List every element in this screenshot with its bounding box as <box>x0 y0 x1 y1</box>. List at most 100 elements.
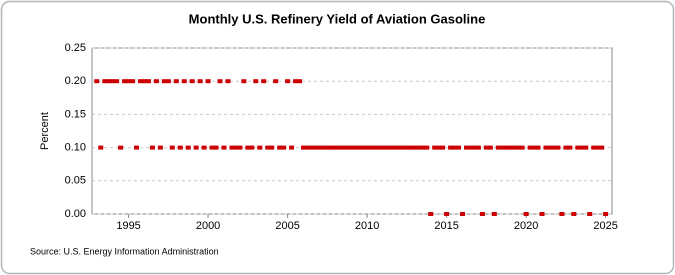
data-point <box>217 79 223 84</box>
data-point <box>460 212 466 216</box>
x-tick-label: 2000 <box>196 220 220 232</box>
data-point <box>567 145 573 150</box>
data-point <box>261 79 267 84</box>
data-point <box>380 145 386 150</box>
data-point <box>94 79 100 84</box>
data-point <box>253 79 259 84</box>
data-point <box>595 145 601 150</box>
y-tick-label: 0.20 <box>65 75 86 87</box>
data-point <box>320 145 326 150</box>
data-point <box>483 145 489 150</box>
data-point <box>396 145 402 150</box>
data-point <box>364 145 370 150</box>
data-point <box>98 145 104 150</box>
data-point <box>432 145 438 150</box>
data-point <box>543 145 549 150</box>
data-point <box>408 145 414 150</box>
data-point <box>169 145 175 150</box>
data-point <box>571 212 577 216</box>
data-point <box>209 145 215 150</box>
data-point <box>201 145 207 150</box>
data-point <box>475 145 481 150</box>
data-point <box>249 145 255 150</box>
data-point <box>106 79 112 84</box>
data-point <box>603 212 609 216</box>
data-point <box>289 145 295 150</box>
data-point <box>535 145 541 150</box>
data-point <box>308 145 314 150</box>
y-tick-label: 0.15 <box>65 108 86 120</box>
data-point <box>122 79 128 84</box>
data-point <box>495 145 501 150</box>
data-point <box>312 145 318 150</box>
data-point <box>332 145 338 150</box>
data-point <box>412 145 418 150</box>
data-point <box>487 145 493 150</box>
data-point <box>300 145 306 150</box>
data-point <box>293 79 299 84</box>
data-point <box>225 79 231 84</box>
data-point <box>153 79 159 84</box>
data-point <box>583 145 589 150</box>
data-point <box>237 145 243 150</box>
data-point <box>467 145 473 150</box>
data-point <box>229 145 235 150</box>
data-point <box>193 145 199 150</box>
data-point <box>177 145 183 150</box>
data-point <box>185 145 191 150</box>
data-point <box>189 79 195 84</box>
data-point <box>297 79 303 84</box>
y-tick-label: 0.10 <box>65 142 86 154</box>
data-point <box>245 145 251 150</box>
data-point <box>384 145 390 150</box>
data-point <box>507 145 513 150</box>
x-tick-label: 2005 <box>275 220 299 232</box>
y-tick-label: 0.00 <box>65 208 86 220</box>
source-note: Source: U.S. Energy Information Administ… <box>30 246 219 256</box>
data-point <box>205 79 211 84</box>
data-point <box>599 145 605 150</box>
data-point <box>523 212 529 216</box>
data-point <box>579 145 585 150</box>
x-tick-label: 2010 <box>355 220 379 232</box>
data-point <box>463 145 469 150</box>
data-point <box>304 145 310 150</box>
data-point <box>281 145 287 150</box>
data-point <box>118 145 124 150</box>
data-point <box>340 145 346 150</box>
data-point <box>316 145 322 150</box>
data-point <box>265 145 271 150</box>
data-point <box>285 79 291 84</box>
data-point <box>416 145 422 150</box>
data-point <box>102 79 108 84</box>
data-point <box>511 145 517 150</box>
data-point <box>273 79 279 84</box>
data-point <box>277 145 283 150</box>
data-point <box>269 145 275 150</box>
data-point <box>197 79 203 84</box>
data-point <box>348 145 354 150</box>
data-point <box>587 212 593 216</box>
y-axis-label: Percent <box>39 112 51 150</box>
data-point <box>515 145 521 150</box>
data-point <box>428 212 434 216</box>
data-point <box>126 79 132 84</box>
data-point <box>404 145 410 150</box>
data-point <box>145 79 151 84</box>
x-tick-label: 2025 <box>593 220 617 232</box>
data-point <box>157 145 163 150</box>
data-point <box>420 145 426 150</box>
data-point <box>388 145 394 150</box>
data-point <box>440 145 446 150</box>
data-point <box>130 79 136 84</box>
data-point <box>336 145 342 150</box>
x-tick-label: 1995 <box>116 220 140 232</box>
data-point <box>356 145 362 150</box>
data-point <box>491 212 497 216</box>
data-point <box>324 145 330 150</box>
data-point <box>527 145 533 150</box>
data-point <box>221 145 227 150</box>
